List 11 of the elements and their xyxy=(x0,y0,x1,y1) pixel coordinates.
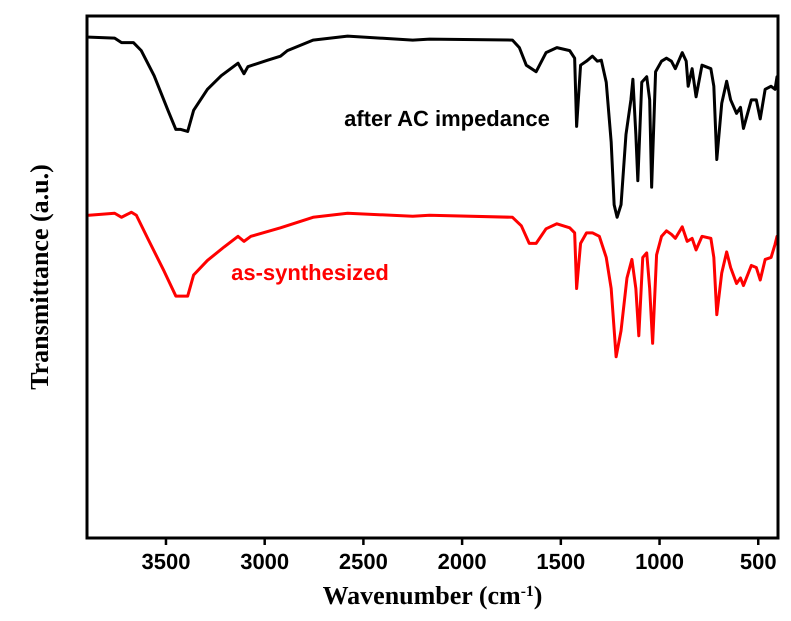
x-tick-label: 500 xyxy=(740,549,777,574)
x-axis-title: Wavenumber (cm$^{-1}$) xyxy=(322,581,542,610)
x-tick-label: 1000 xyxy=(635,549,684,574)
y-axis-title: Transmittance (a.u.) xyxy=(25,164,54,390)
x-tick-label: 3500 xyxy=(141,549,190,574)
x-tick-label: 2000 xyxy=(438,549,487,574)
x-tick-label: 2500 xyxy=(338,549,388,574)
x-tick-label: 1500 xyxy=(536,549,586,574)
x-tick-label: 3000 xyxy=(240,549,290,574)
series-label: after AC impedance xyxy=(344,106,550,131)
series-label: as-synthesized xyxy=(231,260,389,285)
